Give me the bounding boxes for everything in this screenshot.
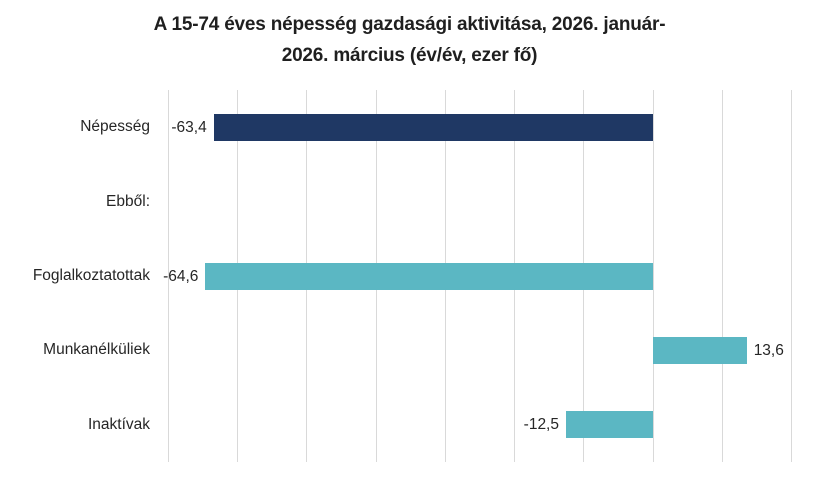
gridline xyxy=(652,90,654,462)
category-label: Ebből: xyxy=(106,192,150,210)
gridline xyxy=(791,90,792,462)
bar-value-label: -63,4 xyxy=(171,118,207,136)
category-label: Népesség xyxy=(80,118,150,136)
gridline xyxy=(168,90,169,462)
category-label: Munkanélküliek xyxy=(43,341,150,359)
gridline xyxy=(721,90,723,462)
bar xyxy=(566,411,653,439)
bar-value-label: -64,6 xyxy=(163,267,199,285)
bar-value-label: 13,6 xyxy=(753,341,784,359)
category-label: Inaktívak xyxy=(87,415,150,433)
plot-area: -63,4 -64,6 13,6 -12,5 xyxy=(163,90,792,462)
category-label: Foglalkoztatottak xyxy=(32,267,150,284)
chart-title: A 15-74 éves népesség gazdasági aktivitá… xyxy=(0,9,819,71)
bar xyxy=(213,113,653,141)
chart-title-line-1: A 15-74 éves népesség gazdasági aktivitá… xyxy=(153,14,666,35)
chart-title-line-2: 2026. március (év/év, ezer fő) xyxy=(281,45,538,66)
bar xyxy=(205,262,653,290)
bar xyxy=(652,336,747,364)
bar-value-label: -12,5 xyxy=(523,416,559,434)
